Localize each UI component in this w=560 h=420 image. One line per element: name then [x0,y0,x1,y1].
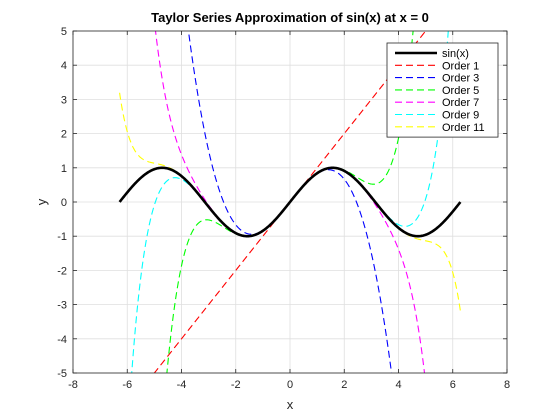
x-tick-label: 0 [287,379,293,391]
x-tick-label: 4 [395,379,401,391]
y-tick-label: -4 [57,334,67,346]
x-tick-label: -2 [231,379,241,391]
chart-title: Taylor Series Approximation of sin(x) at… [151,10,429,25]
x-tick-label: 2 [341,379,347,391]
y-tick-label: 5 [61,26,67,38]
y-tick-label: -1 [57,231,67,243]
legend-label-order-9: Order 9 [442,110,479,122]
legend-label-order-5: Order 5 [442,85,479,97]
axis-ticks [72,30,508,374]
legend-label-order-1: Order 1 [442,60,479,72]
y-tick-label: 3 [61,94,67,106]
x-tick-label: 8 [504,379,510,391]
y-tick-label: -5 [57,368,67,380]
legend-label-sin-x: sin(x) [442,48,469,60]
x-tick-label: -4 [177,379,187,391]
y-tick-label: -2 [57,265,67,277]
legend-box [386,42,499,138]
y-tick-labels: -5 -4 -3 -2 -1 0 1 2 3 4 5 [57,26,67,380]
x-axis-label: x [287,397,294,412]
x-tick-label: -6 [122,379,132,391]
legend-label-order-3: Order 3 [442,73,479,85]
y-tick-label: 2 [61,129,67,141]
legend-label-order-11: Order 11 [442,122,485,134]
y-tick-label: 1 [61,163,67,175]
x-tick-label: 6 [450,379,456,391]
series-line-order-7 [154,31,426,373]
x-tick-label: -8 [68,379,78,391]
y-tick-label: 4 [61,60,67,72]
y-tick-label: 0 [61,197,67,209]
legend-label-order-7: Order 7 [442,97,479,109]
y-tick-label: -3 [57,300,67,312]
y-axis-label: y [34,198,49,205]
x-tick-labels: -8 -6 -4 -2 0 2 4 6 8 [68,379,510,391]
series-line-sin-x [118,166,462,238]
